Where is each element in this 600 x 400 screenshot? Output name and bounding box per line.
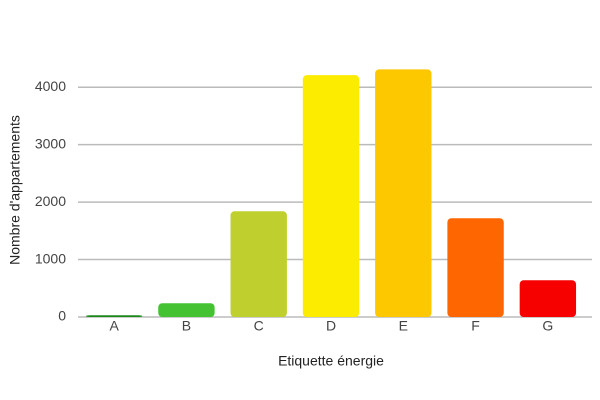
- bar: [85, 315, 143, 317]
- y-tick-label: 3000: [35, 135, 66, 151]
- y-tick-label: 2000: [35, 193, 66, 209]
- bar: [230, 211, 287, 317]
- x-tick-label: D: [326, 318, 336, 334]
- bar: [519, 280, 577, 317]
- x-tick-label: F: [471, 318, 480, 334]
- x-axis-label: Etiquette énergie: [278, 353, 384, 369]
- bar: [302, 75, 360, 318]
- x-tick-label: C: [254, 318, 264, 334]
- y-axis-label: Nombre d'appartements: [7, 115, 23, 265]
- x-tick-label: E: [399, 318, 408, 334]
- y-tick-label: 4000: [35, 78, 66, 94]
- x-tick-label: A: [109, 318, 119, 334]
- y-tick-label: 0: [58, 308, 66, 324]
- y-tick-label: 1000: [35, 250, 66, 266]
- bar: [158, 303, 215, 317]
- x-tick-label: B: [182, 318, 191, 334]
- x-tick-label: G: [542, 318, 553, 334]
- bar: [375, 69, 432, 317]
- bar: [447, 218, 504, 317]
